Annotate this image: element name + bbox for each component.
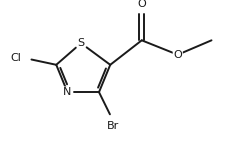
Text: Br: Br	[106, 121, 119, 131]
Text: O: O	[137, 0, 146, 9]
Text: O: O	[173, 50, 182, 60]
Text: Cl: Cl	[11, 53, 21, 63]
Text: N: N	[63, 87, 72, 97]
Text: S: S	[77, 38, 85, 48]
